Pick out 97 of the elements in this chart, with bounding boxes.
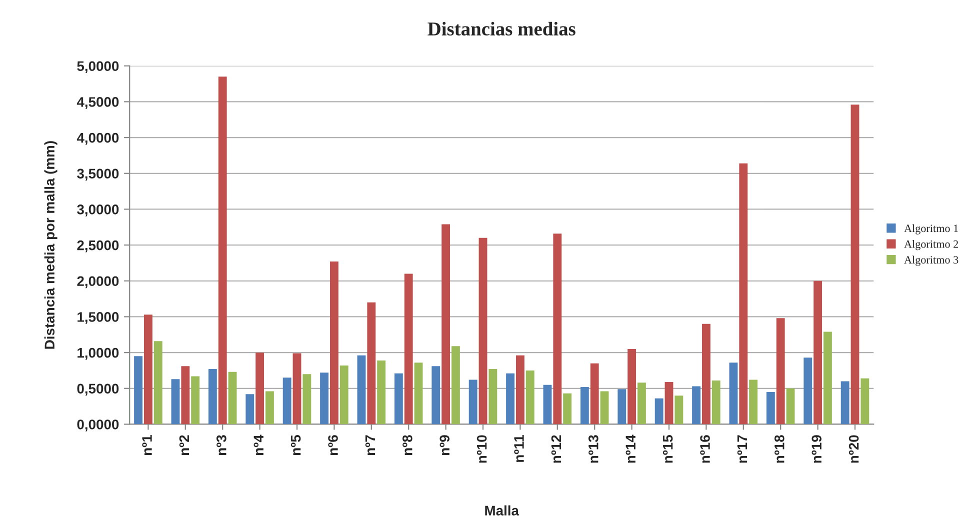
y-tick-label: 5,0000: [77, 61, 119, 74]
bar: [628, 348, 636, 424]
bar: [786, 388, 795, 424]
x-tick-label: nº1: [142, 435, 152, 456]
bar: [563, 393, 572, 424]
bar: [553, 234, 562, 424]
x-tick-label: nº14: [626, 434, 636, 463]
legend-label: Algoritmo 1: [904, 224, 958, 234]
bar: [766, 392, 775, 424]
bar: [692, 386, 700, 424]
bar: [320, 372, 328, 424]
x-tick-label: nº17: [737, 435, 747, 463]
bar: [432, 366, 440, 424]
x-tick-label: nº9: [440, 435, 450, 456]
bar: [394, 373, 403, 424]
x-tick-label: nº12: [551, 435, 561, 463]
bar: [228, 372, 237, 424]
bar: [468, 380, 478, 424]
y-tick-label: 4,5000: [76, 97, 119, 109]
y-axis-title: Distancia media por malla (mm): [44, 141, 58, 349]
x-tick-label: nº6: [328, 435, 338, 456]
y-tick-label: 3,0000: [77, 204, 119, 216]
bar: [590, 363, 599, 424]
bar: [144, 314, 152, 424]
bar: [638, 382, 646, 424]
bar: [191, 376, 200, 424]
bar: [208, 369, 217, 424]
legend-label: Algoritmo 3: [904, 256, 958, 266]
bar: [330, 262, 338, 424]
y-tick-label: 2,0000: [77, 276, 119, 288]
bar: [377, 360, 386, 424]
bar: [488, 369, 498, 424]
x-tick-label: nº7: [365, 435, 375, 456]
legend-label: Algoritmo 2: [904, 240, 958, 250]
x-tick-label: nº13: [588, 435, 598, 463]
bar: [618, 389, 626, 424]
bar: [171, 379, 180, 424]
x-tick-label: nº4: [254, 434, 264, 456]
bar: [814, 280, 822, 424]
y-tick-label: 4,0000: [76, 132, 119, 145]
bar: [478, 238, 488, 424]
y-tick-label: 1,5000: [78, 312, 119, 324]
bar: [804, 358, 812, 424]
bar: [181, 366, 190, 424]
bar: [729, 362, 738, 424]
bar: [749, 380, 758, 424]
x-tick-label: nº20: [848, 435, 859, 463]
bar: [452, 346, 460, 424]
bar: [840, 381, 850, 424]
bar: [414, 362, 423, 424]
bar: [664, 382, 674, 424]
bar: [218, 76, 227, 424]
bar: [860, 378, 870, 424]
x-tick-label: nº8: [402, 435, 412, 456]
bar: [776, 318, 785, 424]
bar: [506, 373, 514, 424]
y-tick-label: 3,5000: [77, 168, 119, 181]
chart-title: Distancias medias: [428, 22, 576, 36]
x-tick-label: nº19: [812, 435, 822, 463]
x-tick-label: nº2: [179, 435, 189, 456]
bar: [712, 380, 720, 424]
bar: [526, 370, 534, 424]
bar: [266, 391, 274, 424]
bar: [292, 353, 302, 424]
bar: [246, 394, 254, 424]
y-tick-label: 1,0000: [78, 348, 119, 360]
y-tick-label: 2,5000: [77, 240, 119, 252]
bar: [134, 356, 142, 424]
bar: [282, 378, 292, 424]
x-tick-label: nº3: [216, 435, 226, 456]
bar: [367, 302, 376, 424]
bar: [302, 374, 312, 424]
bar: [543, 384, 552, 424]
bar: [516, 355, 524, 424]
bar: [600, 391, 609, 424]
x-tick-label: nº5: [290, 435, 301, 456]
x-tick-label: nº16: [700, 435, 710, 463]
bar: [702, 324, 710, 424]
bar: [256, 352, 264, 424]
bar: [580, 386, 589, 424]
x-tick-label: nº11: [514, 435, 524, 462]
bar: [654, 398, 664, 424]
bar: [850, 104, 860, 424]
bar: [442, 224, 450, 424]
bar: [357, 355, 366, 424]
bar: [824, 332, 832, 424]
bar: [340, 365, 348, 424]
x-tick-label: nº10: [476, 435, 487, 463]
x-tick-label: nº15: [662, 435, 673, 463]
bar: [154, 341, 162, 424]
x-tick-label: nº18: [774, 435, 784, 463]
y-tick-label: 0,5000: [77, 384, 119, 396]
y-tick-label: 0,0000: [77, 420, 119, 432]
bar: [674, 396, 684, 424]
bar: [739, 163, 748, 424]
x-axis-title: Malla: [485, 505, 520, 516]
bar: [404, 274, 413, 424]
